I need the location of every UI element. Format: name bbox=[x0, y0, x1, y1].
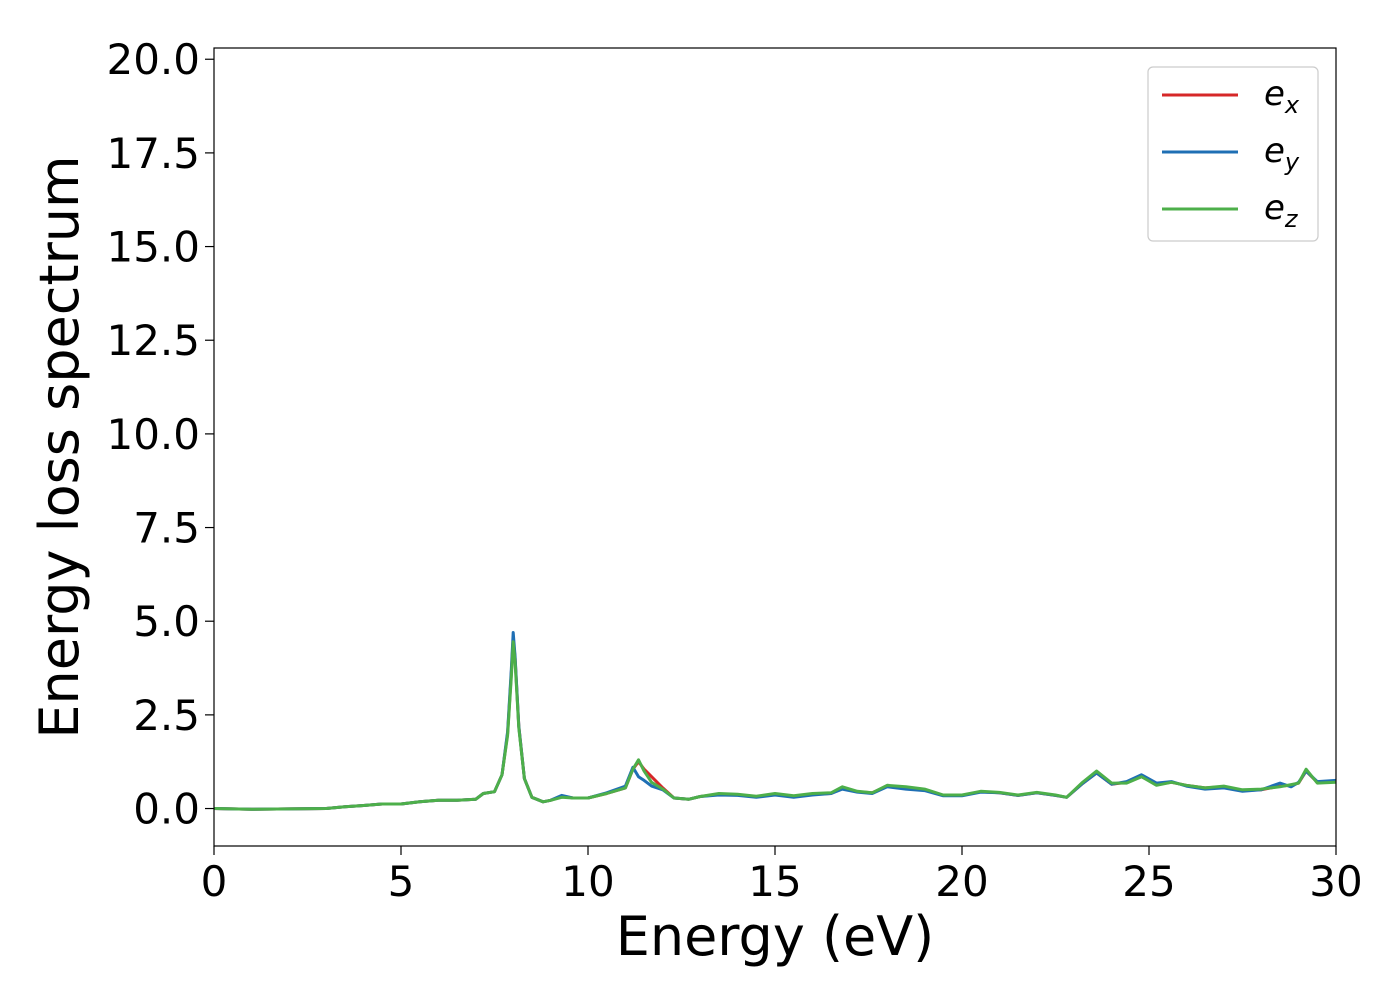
legend-box bbox=[1147, 66, 1319, 242]
legend-item-z[interactable]: ez bbox=[1162, 188, 1299, 233]
y-axis-ticks: 0.0 2.5 5.0 7.5 10.0 12.5 15.0 17.5 20.0 bbox=[106, 35, 214, 834]
legend-item-y[interactable]: ey bbox=[1162, 131, 1300, 176]
y-tick-label: 12.5 bbox=[106, 316, 200, 365]
y-tick-label: 10.0 bbox=[106, 410, 200, 459]
series-line-z bbox=[214, 640, 1336, 811]
y-tick-label: 2.5 bbox=[133, 691, 200, 740]
y-tick-label: 17.5 bbox=[106, 129, 200, 178]
legend-label: ez bbox=[1264, 188, 1299, 233]
x-tick-label: 10 bbox=[561, 857, 614, 906]
legend-item-x[interactable]: ex bbox=[1162, 74, 1300, 119]
legend[interactable]: ex ey ez bbox=[1147, 66, 1319, 242]
y-tick-label: 7.5 bbox=[133, 504, 200, 553]
y-axis-label: Energy loss spectrum bbox=[28, 155, 91, 738]
x-axis-label: Energy (eV) bbox=[616, 905, 935, 968]
x-tick-label: 30 bbox=[1309, 857, 1362, 906]
x-tick-label: 5 bbox=[388, 857, 415, 906]
y-tick-label: 0.0 bbox=[133, 785, 200, 834]
y-tick-label: 5.0 bbox=[133, 597, 200, 646]
x-tick-label: 20 bbox=[935, 857, 988, 906]
legend-label: ex bbox=[1264, 74, 1300, 119]
x-axis-ticks: 0 5 10 15 20 25 30 bbox=[201, 846, 1363, 906]
x-tick-label: 25 bbox=[1122, 857, 1175, 906]
y-tick-label: 20.0 bbox=[106, 35, 200, 84]
y-tick-label: 15.0 bbox=[106, 223, 200, 272]
x-tick-label: 0 bbox=[201, 857, 228, 906]
legend-label: ey bbox=[1264, 131, 1300, 176]
x-tick-label: 15 bbox=[748, 857, 801, 906]
plot-frame bbox=[213, 47, 1337, 847]
series-lines bbox=[214, 631, 1336, 811]
